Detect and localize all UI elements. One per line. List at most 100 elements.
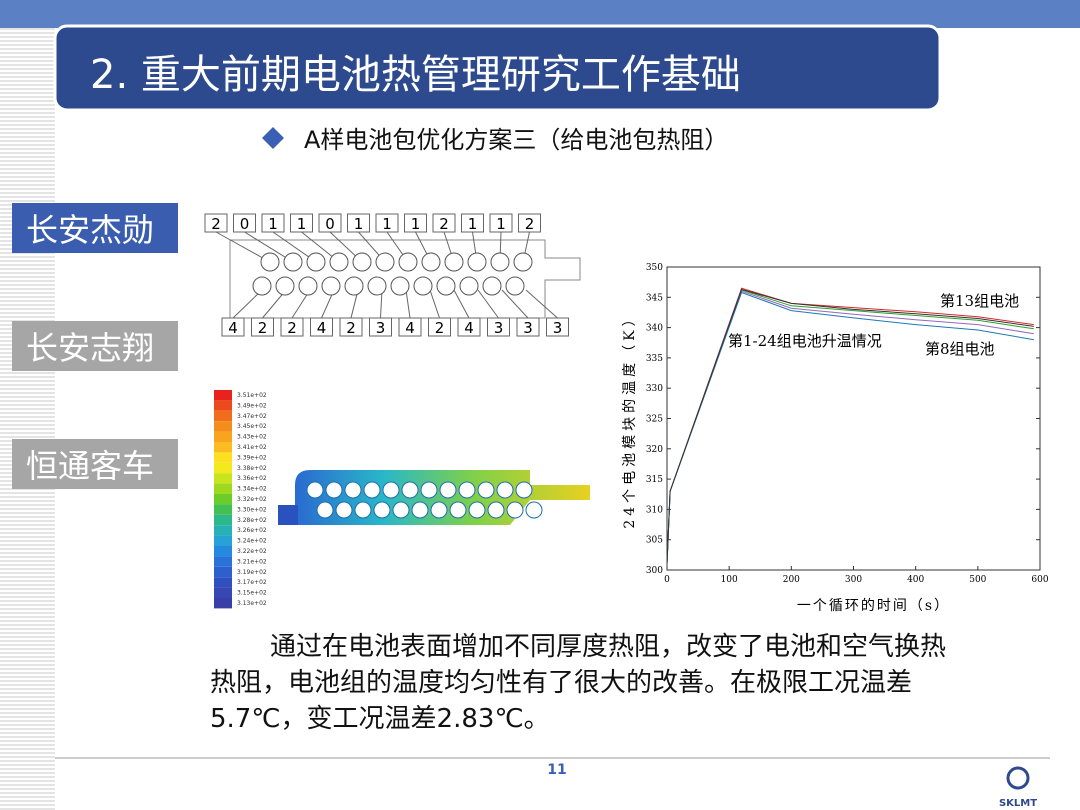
bottom-label: 4 [405,319,415,337]
scale-label: 3.45e+02 [237,423,267,430]
cell [252,276,272,296]
body-line: 通过在电池表面增加不同厚度热阻，改变了电池和空气换热 [270,632,946,662]
leader [429,289,440,319]
scale-label: 3.39e+02 [237,454,267,461]
x-tick-label: 200 [783,575,800,585]
top-label: 2 [525,215,535,233]
y-tick-label: 340 [646,324,663,334]
bullet [262,127,284,149]
color-step [214,546,232,557]
color-step [214,525,232,536]
top-label: 1 [297,215,307,233]
color-step [214,577,232,588]
stripes [0,28,55,810]
bottom-label: 3 [494,319,504,337]
y-tick-label: 310 [646,505,663,515]
top-bar [0,0,1080,28]
scale-label: 3.47e+02 [237,413,267,420]
color-step [214,442,232,453]
color-step [214,452,232,463]
y-tick-label: 350 [646,263,663,273]
title: 2. 重大前期电池热管理研究工作基础 [90,52,741,98]
x-tick-label: 300 [845,575,862,585]
color-step [214,400,232,411]
cell [329,252,349,272]
color-step [214,390,232,401]
top-label: 0 [240,215,250,233]
scale-label: 3.34e+02 [237,486,267,493]
color-step [214,587,232,598]
cell [525,501,543,519]
cell [363,481,381,499]
cell [421,252,441,272]
cell [398,252,418,272]
color-step [214,483,232,494]
cell [411,501,429,519]
bottom-label: 4 [464,319,474,337]
cell [344,276,364,296]
x-tick-label: 400 [907,575,924,585]
bottom-label: 2 [435,319,445,337]
scale-label: 3.19e+02 [237,569,267,576]
leader [477,289,499,319]
scale-label: 3.13e+02 [237,600,267,607]
cell [496,481,514,499]
contour-inlet [278,505,298,525]
color-step [214,535,232,546]
scale-label: 3.24e+02 [237,538,267,545]
scale-label: 3.30e+02 [237,506,267,513]
cell [477,481,495,499]
cell [373,501,391,519]
bottom-label: 3 [376,319,386,337]
scale-label: 3.36e+02 [237,475,267,482]
top-label: 1 [468,215,478,233]
leader [501,289,529,319]
cell [439,481,457,499]
top-label: 1 [496,215,506,233]
color-step [214,473,232,484]
subtitle: A样电池包优化方案三（给电池包热阻） [304,126,728,154]
top-label: 2 [211,215,221,233]
cell [275,276,295,296]
cell [467,252,487,272]
y-tick-label: 315 [646,475,663,485]
page-number: 11 [547,762,566,778]
leader [405,289,411,319]
body-line: 热阻，电池组的温度均匀性有了很大的改善。在极限工况温差 [210,668,912,698]
cell [316,501,334,519]
top-label: 2 [439,215,449,233]
annotation: 第13组电池 [940,292,1019,310]
cell [375,252,395,272]
cell [449,501,467,519]
plot-frame [666,266,1041,571]
scale-label: 3.38e+02 [237,465,267,472]
cell [298,276,318,296]
cell [321,276,341,296]
cell [344,481,362,499]
top-label: 1 [268,215,278,233]
scale-label: 3.26e+02 [237,527,267,534]
annotation: 第1-24组电池升温情况 [728,332,882,350]
leader [453,289,470,319]
cell [306,252,326,272]
leader [380,289,383,319]
scale-label: 3.28e+02 [237,517,267,524]
scale-label: 3.32e+02 [237,496,267,503]
scale-label: 3.15e+02 [237,590,267,597]
bottom-label: 2 [346,319,356,337]
sidebar-box [12,203,178,253]
bottom-label: 4 [228,319,238,337]
top-label: 1 [382,215,392,233]
sidebar-label: 长安志翔 [26,329,154,367]
sidebar-label: 长安杰勋 [26,211,154,249]
y-tick-label: 345 [646,293,663,303]
logo-icon [1006,766,1030,790]
y-axis-label: 24个电池模块的温度（K） [622,308,638,528]
y-tick-label: 300 [646,566,663,576]
color-step [214,566,232,578]
sidebar-box [12,439,178,489]
cell [352,252,372,272]
y-tick-label: 335 [646,354,663,364]
color-step [214,504,232,515]
color-step [214,462,232,474]
